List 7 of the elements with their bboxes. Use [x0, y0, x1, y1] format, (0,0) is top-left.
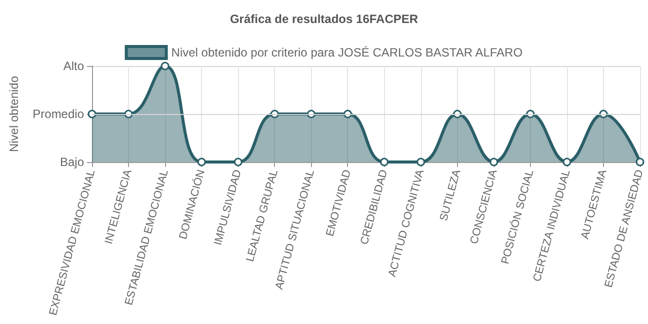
category-label: Alto	[63, 59, 84, 73]
legend-label: Nivel obtenido por criterio para JOSÉ CARLOS BASTAR ALFARO	[171, 46, 523, 60]
y-axis-title: Nivel obtenido	[7, 76, 21, 152]
category-label: Promedio	[32, 107, 84, 121]
chart-title: Gráfica de resultados 16FACPER	[230, 12, 418, 26]
x-tick-label: LEALTAD GRUPAL	[244, 168, 280, 264]
category-label: Bajo	[60, 155, 84, 169]
